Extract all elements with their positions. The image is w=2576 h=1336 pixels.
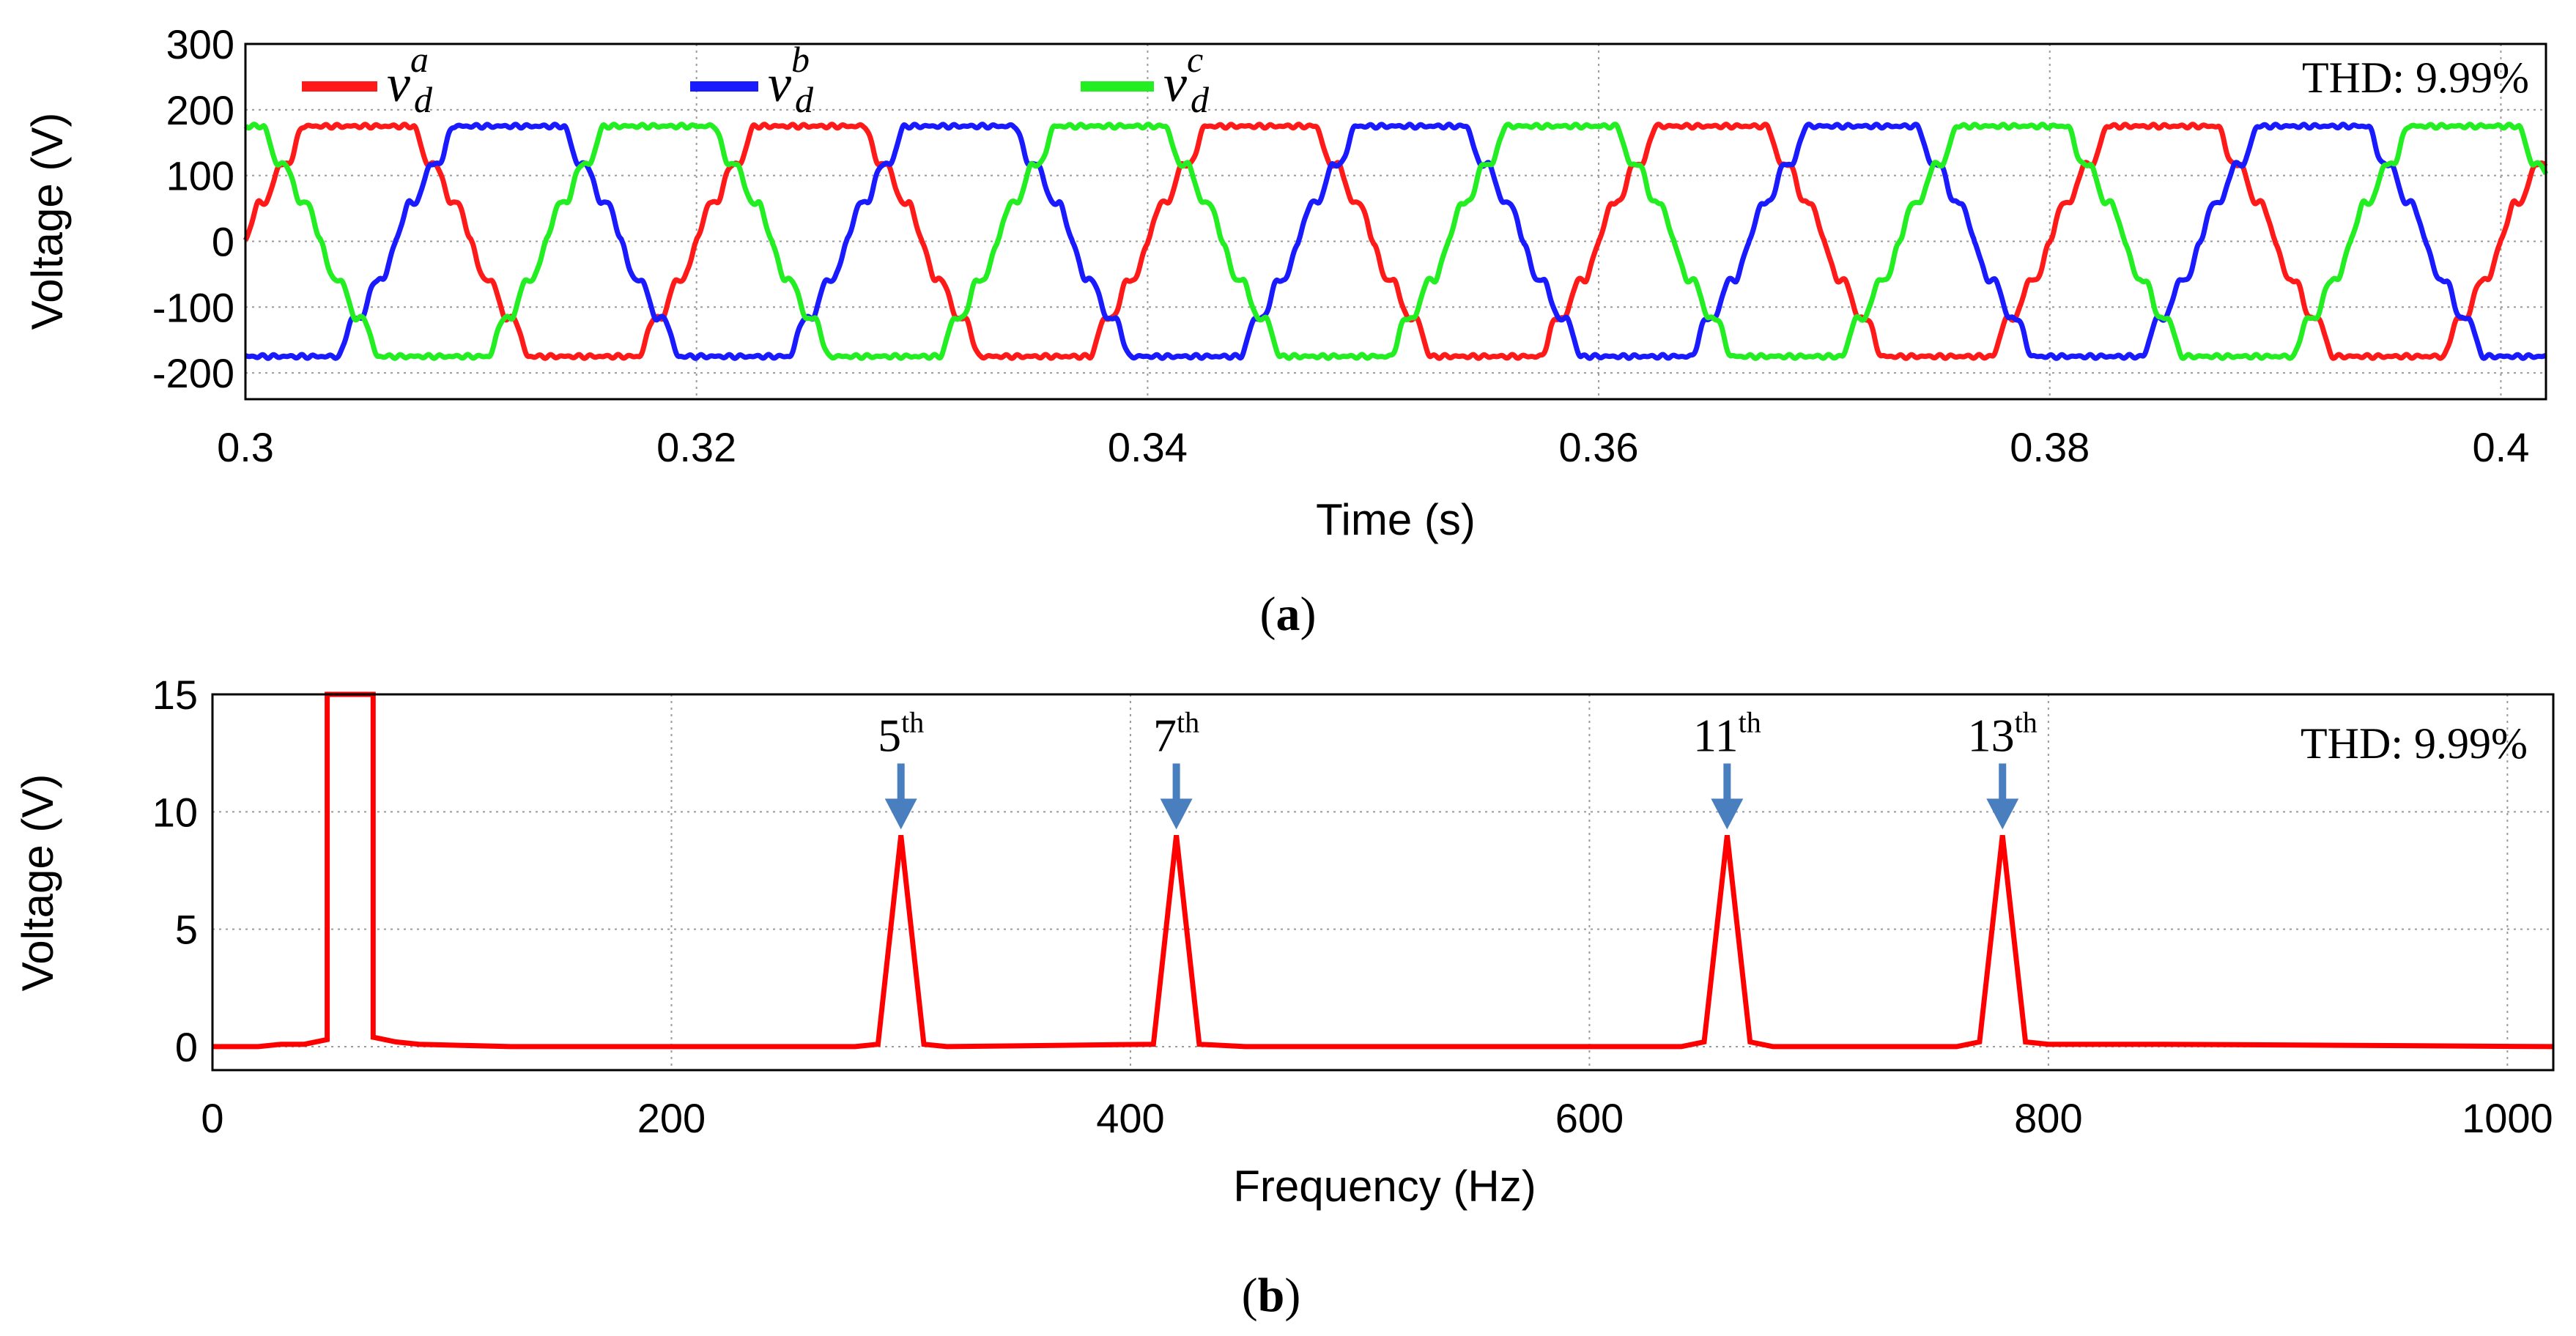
panel-a-plot-frame <box>244 42 2547 401</box>
panel-b-plot-frame <box>211 693 2555 1072</box>
arrow-shaft-icon <box>1723 763 1731 801</box>
harmonic-label: 7th <box>1153 705 1199 761</box>
series-line-va <box>243 122 2548 361</box>
panel-a-x-tick-label: 0.38 <box>2010 424 2090 470</box>
panel-b-x-axis-label: Frequency (Hz) <box>1233 1162 1536 1211</box>
panel-b-thd-annotation: THD: 9.99% <box>2301 719 2528 768</box>
panel-b-y-axis-label: Voltage (V) <box>13 774 62 992</box>
arrow-shaft-icon <box>897 763 905 801</box>
legend-base-va: v <box>387 54 410 113</box>
panel-a-series-group <box>243 122 2549 361</box>
panel-b-y-tick-label: 10 <box>152 789 198 835</box>
arrow-down-icon <box>884 798 917 830</box>
harmonic-order: 11 <box>1693 709 1739 761</box>
harmonic-order: 5 <box>878 709 901 761</box>
panel-a-y-tick-label: 200 <box>166 87 234 133</box>
panel-a-y-tick-label: -100 <box>152 284 234 330</box>
panel-b-caption: (b) <box>1242 1269 1301 1322</box>
harmonic-marker-13th: 13th <box>1968 705 2038 830</box>
harmonic-label: 5th <box>878 705 924 761</box>
panel-a-caption-letter: a <box>1276 587 1300 641</box>
harmonic-suffix: th <box>2015 705 2038 738</box>
legend-label-vb: vb d <box>768 39 814 120</box>
arrow-shaft-icon <box>1172 763 1180 801</box>
panel-a-thd-annotation: THD: 9.99% <box>2302 53 2529 102</box>
panel-b-x-tick-label: 400 <box>1096 1095 1164 1141</box>
panel-a-caption-open: ( <box>1260 587 1276 641</box>
legend-sup-vb: b <box>791 39 810 80</box>
panel-a-y-tick-label: 300 <box>166 21 234 67</box>
panel-b-y-tick-label: 5 <box>175 907 198 953</box>
legend-sub-vb: d <box>795 79 814 120</box>
arrow-shaft-icon <box>1999 763 2007 801</box>
panel-a-x-tick-label: 0.32 <box>656 424 736 470</box>
legend-label-va: va d <box>387 39 433 120</box>
legend-sub-va: d <box>414 79 433 120</box>
harmonic-label: 11th <box>1693 705 1761 761</box>
legend-sup-vc: c <box>1187 39 1203 80</box>
panel-b-y-tick-label: 15 <box>152 672 198 718</box>
panel-b-caption-open: ( <box>1242 1269 1258 1322</box>
panel-b-x-tick-label: 600 <box>1555 1095 1624 1141</box>
panel-a-y-tick-label: 100 <box>166 153 234 199</box>
panel-a-y-tick-label: -200 <box>152 350 234 396</box>
harmonic-suffix: th <box>1739 705 1761 738</box>
series-line-spectrum <box>212 691 2554 1050</box>
panel-b-y-ticks: 15 10 5 0 <box>152 672 198 1070</box>
legend-sup-va: a <box>410 39 429 80</box>
panel-a-x-tick-label: 0.34 <box>1108 424 1188 470</box>
legend-base-vb: v <box>768 54 791 113</box>
harmonic-suffix: th <box>1177 705 1199 738</box>
legend-base-vc: v <box>1163 54 1187 113</box>
panel-a-x-tick-label: 0.3 <box>217 424 274 470</box>
panel-a-legend: va d vb d vc d <box>302 39 1210 120</box>
panel-b-series-group <box>212 691 2554 1050</box>
harmonic-marker-11th: 11th <box>1693 705 1761 830</box>
series-line-vc <box>243 122 2549 361</box>
panel-a-caption-close: ) <box>1300 587 1317 641</box>
panel-b-gridlines <box>212 694 2553 1070</box>
panel-a-y-axis-label: Voltage (V) <box>23 113 72 330</box>
panel-a-x-tick-label: 0.36 <box>1559 424 1639 470</box>
panel-a-x-ticks: 0.3 0.32 0.34 0.36 0.38 0.4 <box>217 424 2529 470</box>
harmonic-marker-5th: 5th <box>878 705 924 830</box>
legend-sub-vc: d <box>1191 79 1210 120</box>
legend-entry-va: va d <box>302 39 433 120</box>
harmonic-order: 13 <box>1968 709 2015 761</box>
arrow-down-icon <box>1160 798 1193 830</box>
panel-a-y-tick-label: 0 <box>212 218 234 264</box>
panel-a-x-tick-label: 0.4 <box>2473 424 2530 470</box>
panel-b-y-tick-label: 0 <box>175 1024 198 1070</box>
panel-b-caption-close: ) <box>1284 1269 1300 1322</box>
panel-a-x-axis-label: Time (s) <box>1316 495 1476 544</box>
legend-label-vc: vc d <box>1163 39 1210 120</box>
legend-entry-vc: vc d <box>1081 39 1210 120</box>
panel-b-x-tick-label: 200 <box>637 1095 706 1141</box>
panel-b-x-tick-label: 800 <box>2014 1095 2082 1141</box>
harmonic-label: 13th <box>1968 705 2038 761</box>
panel-b-x-tick-label: 1000 <box>2462 1095 2553 1141</box>
panel-a-caption: (a) <box>1260 587 1317 641</box>
arrow-down-icon <box>1986 798 2019 830</box>
legend-entry-vb: vb d <box>690 39 814 120</box>
harmonic-order: 7 <box>1153 709 1177 761</box>
harmonic-marker-7th: 7th <box>1153 705 1199 830</box>
harmonic-suffix: th <box>901 705 924 738</box>
panel-b-x-ticks: 0 200 400 600 800 1000 <box>201 1095 2553 1141</box>
arrow-down-icon <box>1711 798 1744 830</box>
panel-b-harmonic-markers: 5th 7th 11th 13th <box>878 705 2038 830</box>
panel-b-x-tick-label: 0 <box>201 1095 223 1141</box>
panel-b-caption-letter: b <box>1258 1269 1285 1322</box>
panel-a-y-ticks: 300 200 100 0 -100 -200 <box>152 21 234 396</box>
